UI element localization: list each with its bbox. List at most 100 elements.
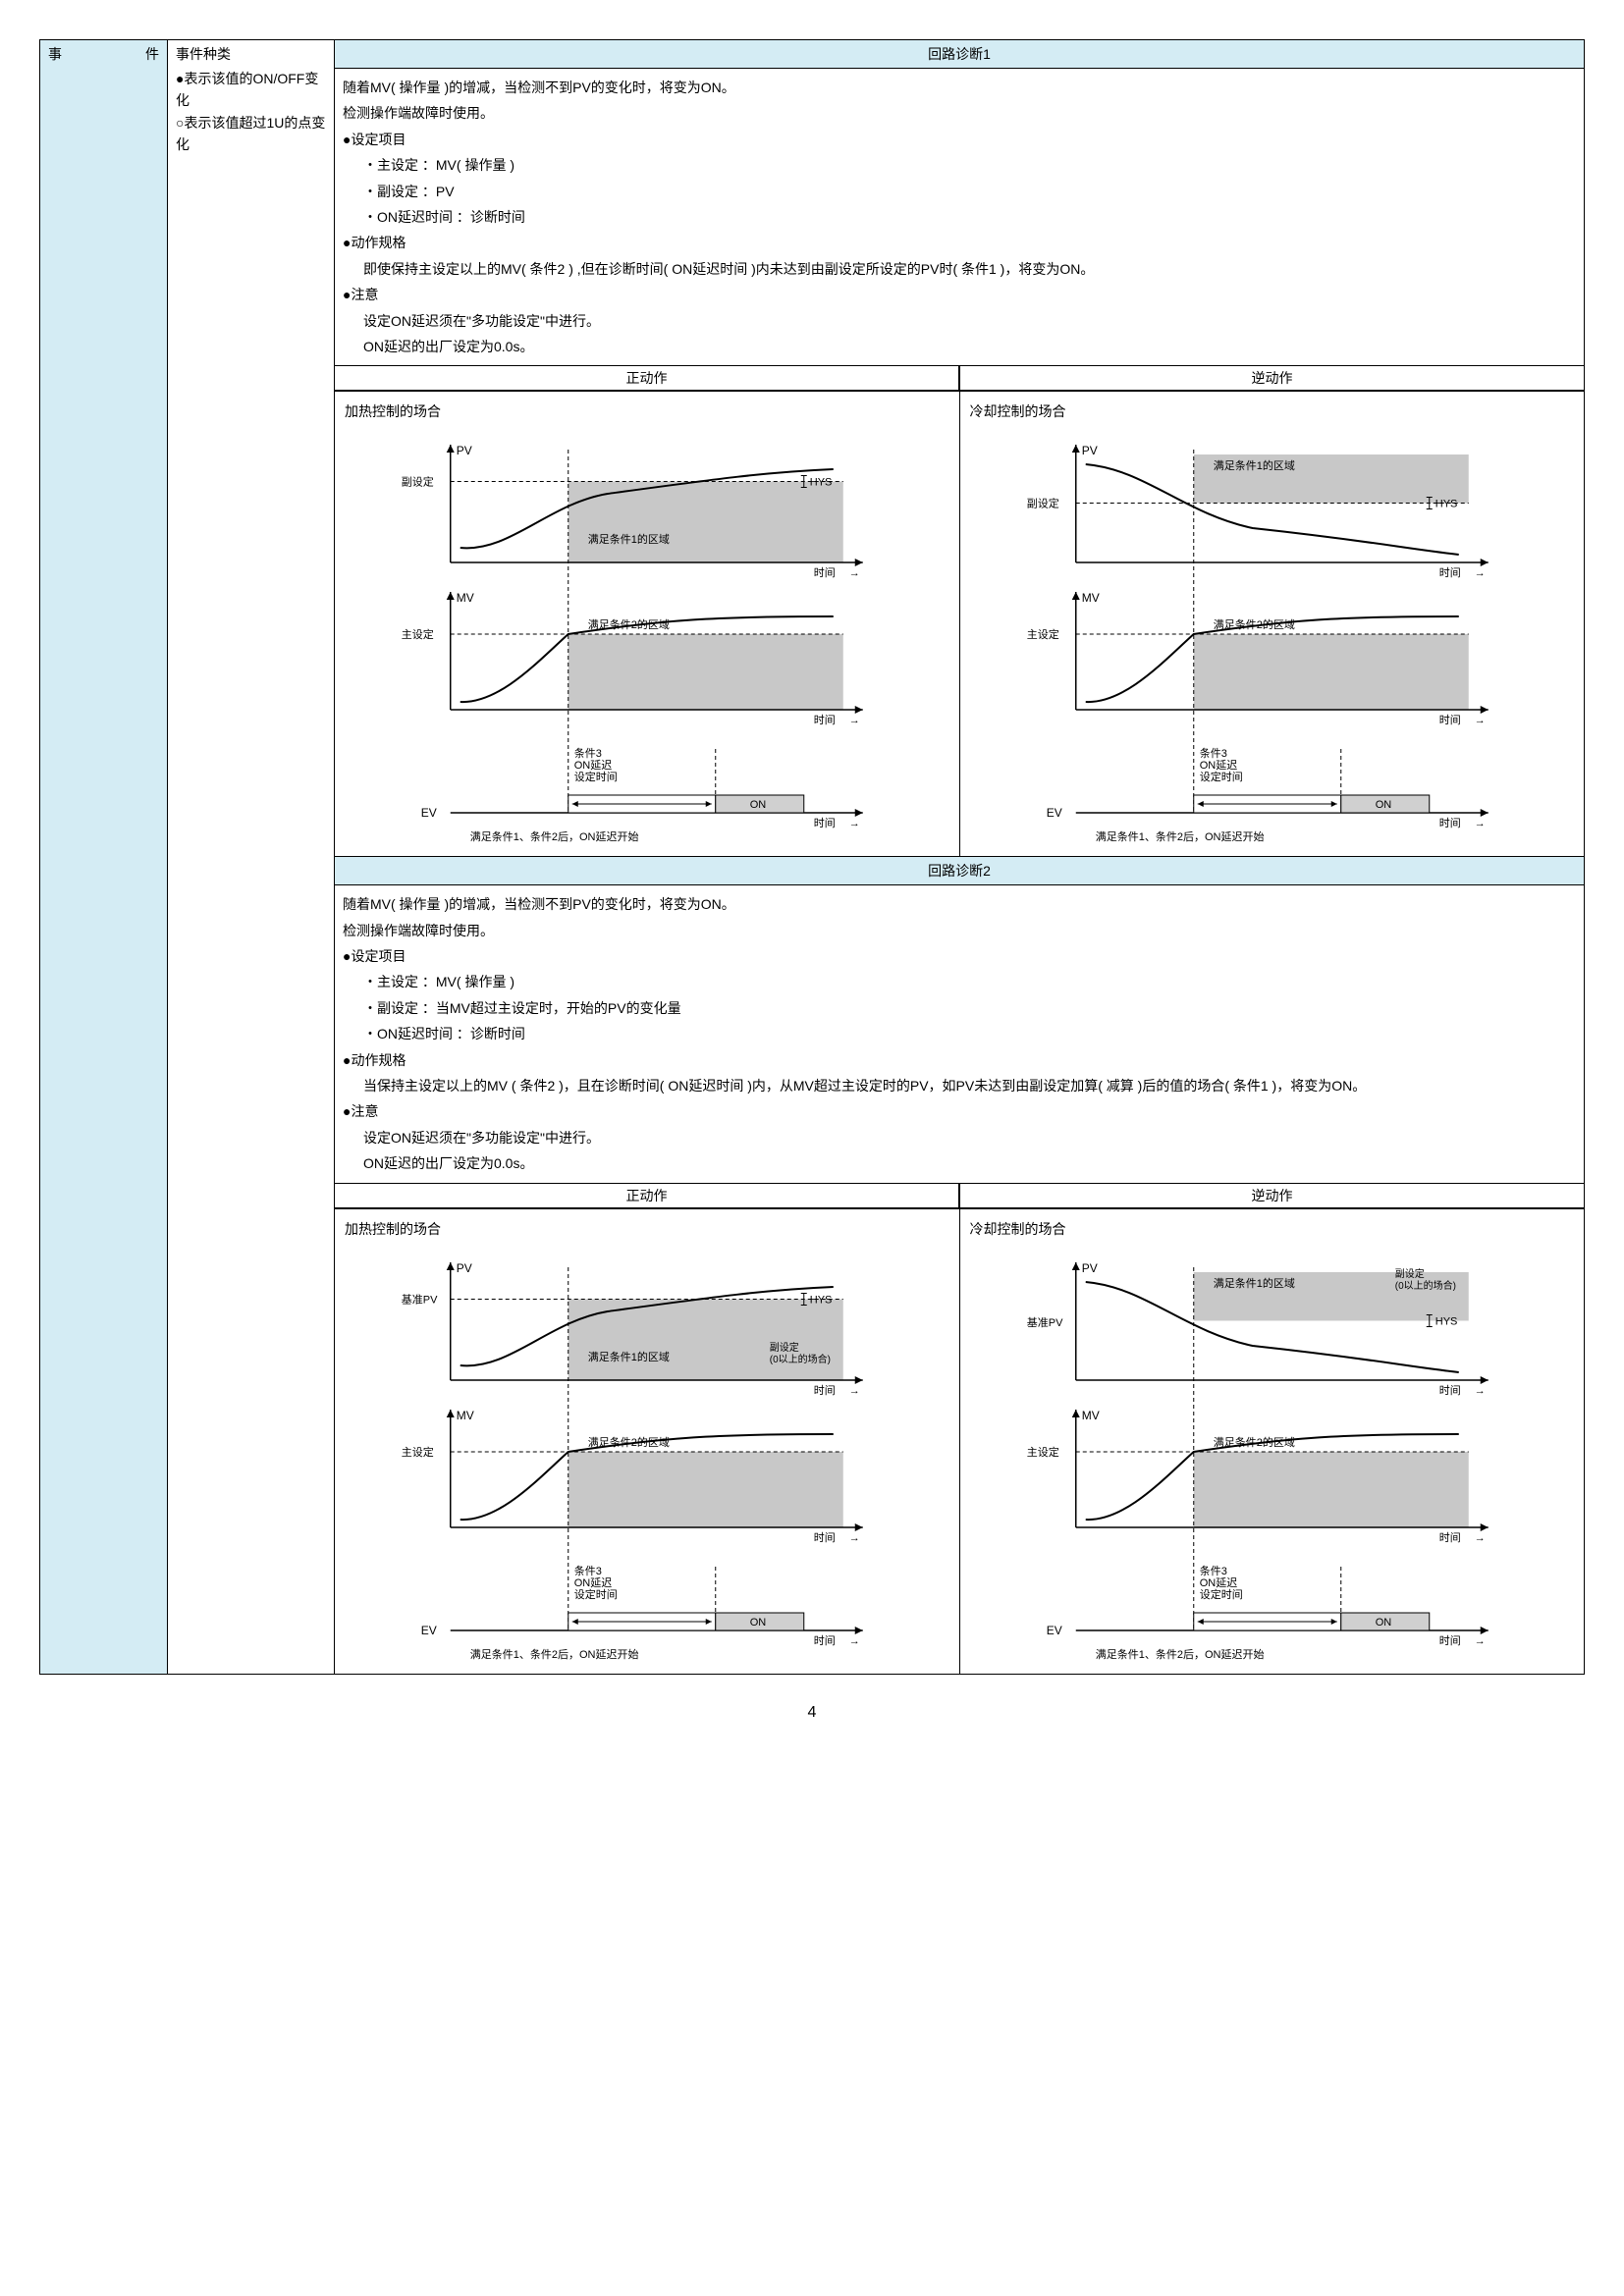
desc-line: 当保持主设定以上的MV ( 条件2 )，且在诊断时间( ON延迟时间 )内，从M… [343, 1075, 1576, 1096]
svg-text:ON延迟: ON延迟 [574, 759, 613, 772]
svg-text:ON延迟: ON延迟 [1199, 759, 1237, 772]
desc-line: ●注意 [343, 284, 1576, 305]
svg-text:→: → [849, 1385, 860, 1397]
svg-text:副设定: 副设定 [402, 475, 434, 489]
event-type-line-0: ●表示该值的ON/OFF变化 [176, 68, 326, 112]
svg-text:满足条件2的区域: 满足条件2的区域 [1213, 617, 1294, 631]
svg-text:MV: MV [457, 591, 474, 605]
svg-text:满足条件2的区域: 满足条件2的区域 [588, 617, 670, 631]
cat-char-a: 事 [48, 44, 62, 64]
svg-text:满足条件1的区域: 满足条件1的区域 [1213, 1276, 1294, 1290]
desc-line: 检测操作端故障时使用。 [343, 102, 1576, 124]
svg-text:条件3: 条件3 [1199, 1564, 1226, 1577]
svg-text:满足条件2的区域: 满足条件2的区域 [1213, 1435, 1294, 1449]
desc-line: ・主设定 ：MV( 操作量 ) [343, 971, 1576, 992]
desc-line: 设定ON延迟须在"多功能设定"中进行。 [343, 1127, 1576, 1148]
svg-text:基准PV: 基准PV [1026, 1316, 1062, 1329]
category-cell: 事 件 [40, 40, 168, 1675]
s1-right-subtitle: 冷却控制的场合 [970, 401, 1575, 421]
s1-chart-left: 加热控制的场合 PV时间→副设定HYS满足条件1的区域MV时间→主设定满足条件2… [335, 392, 959, 856]
section1-chart-titles: 正动作 逆动作 [335, 366, 1585, 392]
section2-chart-titles: 正动作 逆动作 [335, 1183, 1585, 1208]
svg-text:满足条件1、条件2后，ON延迟开始: 满足条件1、条件2后，ON延迟开始 [470, 1647, 639, 1661]
event-type-cell: 事件种类 ●表示该值的ON/OFF变化 ○表示该值超过1U的点变化 [168, 40, 335, 1675]
svg-text:设定时间: 设定时间 [574, 770, 618, 783]
svg-text:时间: 时间 [814, 1634, 836, 1647]
svg-text:EV: EV [1046, 1624, 1061, 1637]
svg-text:→: → [1474, 1635, 1485, 1647]
svg-text:时间: 时间 [1438, 566, 1460, 579]
svg-text:满足条件1、条件2后，ON延迟开始: 满足条件1、条件2后，ON延迟开始 [1095, 1647, 1264, 1661]
desc-line: 设定ON延迟须在"多功能设定"中进行。 [343, 310, 1576, 332]
svg-text:→: → [1474, 818, 1485, 829]
svg-text:HYS: HYS [1435, 1315, 1457, 1327]
event-type-line-1: ○表示该值超过1U的点变化 [176, 112, 326, 156]
desc-line: ON延迟的出厂设定为0.0s。 [343, 336, 1576, 357]
svg-text:(0以上的场合): (0以上的场合) [1394, 1279, 1455, 1292]
svg-text:满足条件1、条件2后，ON延迟开始: 满足条件1、条件2后，ON延迟开始 [1095, 829, 1264, 843]
svg-text:→: → [849, 567, 860, 579]
svg-text:HYS: HYS [810, 477, 833, 489]
svg-text:主设定: 主设定 [402, 627, 434, 641]
svg-text:主设定: 主设定 [1026, 1445, 1058, 1459]
svg-text:HYS: HYS [1435, 499, 1457, 510]
svg-text:ON延迟: ON延迟 [1199, 1576, 1237, 1589]
svg-text:条件3: 条件3 [574, 746, 602, 760]
svg-text:时间: 时间 [1438, 1531, 1460, 1544]
desc-line: ●设定项目 [343, 945, 1576, 967]
svg-text:条件3: 条件3 [574, 1564, 602, 1577]
svg-text:设定时间: 设定时间 [574, 1587, 618, 1601]
svg-text:→: → [1474, 567, 1485, 579]
svg-text:PV: PV [457, 1261, 472, 1275]
svg-text:主设定: 主设定 [402, 1445, 434, 1459]
svg-text:时间: 时间 [814, 566, 836, 579]
s1-right-title: 逆动作 [959, 366, 1584, 391]
desc-line: ・副设定 ：当MV超过主设定时，开始的PV的变化量 [343, 997, 1576, 1019]
svg-text:时间: 时间 [814, 817, 836, 829]
svg-text:ON: ON [1375, 1617, 1391, 1629]
svg-text:ON: ON [1375, 799, 1391, 811]
s1-chart-right: 冷却控制的场合 PV时间→副设定HYS满足条件1的区域MV时间→主设定满足条件2… [959, 392, 1585, 856]
s2-left-title: 正动作 [335, 1184, 959, 1208]
svg-text:→: → [1474, 1532, 1485, 1544]
svg-text:时间: 时间 [814, 1531, 836, 1544]
section1-charts: 加热控制的场合 PV时间→副设定HYS满足条件1的区域MV时间→主设定满足条件2… [335, 392, 1585, 857]
svg-text:→: → [849, 818, 860, 829]
svg-text:时间: 时间 [814, 1384, 836, 1397]
svg-text:ON延迟: ON延迟 [574, 1576, 613, 1589]
section1-body: 随着MV( 操作量 )的增减，当检测不到PV的变化时，将变为ON。检测操作端故障… [335, 69, 1585, 366]
svg-text:条件3: 条件3 [1199, 746, 1226, 760]
svg-text:副设定: 副设定 [1394, 1267, 1424, 1280]
svg-text:EV: EV [1046, 806, 1061, 820]
desc-line: ●设定项目 [343, 129, 1576, 150]
desc-line: ●动作规格 [343, 1049, 1576, 1071]
main-table: 事 件 事件种类 ●表示该值的ON/OFF变化 ○表示该值超过1U的点变化 回路… [39, 39, 1585, 1675]
svg-text:满足条件1的区域: 满足条件1的区域 [588, 532, 670, 546]
svg-text:满足条件1的区域: 满足条件1的区域 [588, 1350, 670, 1363]
svg-text:设定时间: 设定时间 [1199, 770, 1242, 783]
svg-text:基准PV: 基准PV [402, 1293, 438, 1306]
svg-text:设定时间: 设定时间 [1199, 1587, 1242, 1601]
svg-text:MV: MV [1081, 1409, 1099, 1422]
desc-line: ・主设定 ：MV( 操作量 ) [343, 154, 1576, 176]
s2-right-subtitle: 冷却控制的场合 [970, 1219, 1575, 1239]
s2-chart-right: 冷却控制的场合 PV时间→基准PVHYS满足条件1的区域副设定(0以上的场合)M… [959, 1209, 1585, 1674]
chart-svg: PV时间→副设定HYS满足条件1的区域MV时间→主设定满足条件2的区域EV时间→… [966, 425, 1579, 847]
svg-text:MV: MV [457, 1409, 474, 1422]
svg-text:PV: PV [457, 444, 472, 457]
svg-text:时间: 时间 [1438, 817, 1460, 829]
s1-left-title: 正动作 [335, 366, 959, 391]
svg-text:时间: 时间 [1438, 1634, 1460, 1647]
svg-text:HYS: HYS [810, 1294, 833, 1306]
cat-char-b: 件 [145, 44, 159, 64]
s2-right-title: 逆动作 [959, 1184, 1584, 1208]
svg-text:→: → [849, 715, 860, 726]
svg-text:副设定: 副设定 [770, 1341, 799, 1354]
svg-text:EV: EV [421, 1624, 437, 1637]
desc-line: 随着MV( 操作量 )的增减，当检测不到PV的变化时，将变为ON。 [343, 893, 1576, 915]
chart-svg: PV时间→基准PVHYS满足条件1的区域副设定(0以上的场合)MV时间→主设定满… [341, 1243, 953, 1665]
svg-text:EV: EV [421, 806, 437, 820]
desc-line: 检测操作端故障时使用。 [343, 920, 1576, 941]
svg-text:主设定: 主设定 [1026, 627, 1058, 641]
svg-text:→: → [849, 1635, 860, 1647]
